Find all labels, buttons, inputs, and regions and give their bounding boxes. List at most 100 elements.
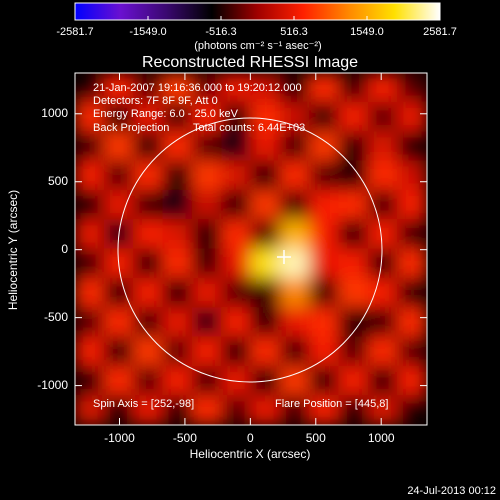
y-tick-label: 0 — [61, 242, 68, 256]
heatmap-cell — [338, 307, 369, 338]
x-tick-label: -1000 — [104, 431, 135, 445]
y-tick-label: -500 — [44, 310, 68, 324]
heatmap-cell — [367, 73, 399, 103]
colorbar-tick-label: -2581.7 — [56, 26, 93, 38]
heatmap-cell — [221, 189, 252, 221]
colorbar-tick-label: -516.3 — [205, 26, 236, 38]
heatmap-cell — [133, 101, 164, 133]
heatmap-cell — [162, 189, 193, 221]
heatmap-cell — [279, 248, 311, 279]
heatmap-cell — [397, 307, 427, 338]
heatmap-cell — [279, 365, 311, 397]
spin-axis-label: Spin Axis = [252,-98] — [93, 398, 194, 410]
heatmap-cell — [75, 73, 105, 103]
flare-position-label: Flare Position = [445,8] — [275, 398, 388, 410]
heatmap-cell — [75, 395, 105, 425]
heatmap-cell — [133, 307, 164, 338]
heatmap-cell — [191, 395, 223, 425]
heatmap-cell — [397, 219, 427, 250]
heatmap-cell — [279, 336, 311, 367]
heatmap-cell — [250, 101, 281, 133]
heatmap-cell — [103, 307, 135, 338]
heatmap-cell — [367, 219, 399, 250]
colorbar-tick-label: 2581.7 — [423, 26, 457, 38]
y-tick-label: 1000 — [41, 106, 68, 120]
heatmap-cell — [279, 189, 311, 221]
heatmap-cell — [250, 189, 281, 221]
heatmap-cell — [221, 248, 252, 279]
heatmap-cell — [338, 248, 369, 279]
heatmap-cell — [309, 101, 340, 133]
heatmap-cell — [279, 395, 311, 425]
heatmap-cell — [338, 277, 369, 309]
heatmap-cell — [133, 189, 164, 221]
heatmap-cell — [162, 395, 193, 425]
x-tick-label: 0 — [247, 431, 254, 445]
heatmap-cell — [397, 395, 427, 425]
heatmap-cell — [367, 160, 399, 191]
heatmap-cell — [191, 160, 223, 191]
heatmap-cell — [279, 101, 311, 133]
heatmap-cell — [191, 219, 223, 250]
footer-date: 24-Jul-2013 00:12 — [407, 485, 496, 497]
heatmap-cell — [191, 248, 223, 279]
heatmap-cell — [250, 248, 281, 279]
heatmap-cell — [250, 277, 281, 309]
heatmap-cell — [367, 365, 399, 397]
heatmap-cell — [397, 73, 427, 103]
heatmap-cell — [162, 336, 193, 367]
heatmap-cell — [250, 307, 281, 338]
heatmap-cell — [309, 219, 340, 250]
heatmap-cell — [162, 365, 193, 397]
heatmap-cell — [338, 395, 369, 425]
heatmap-cell — [367, 101, 399, 133]
annotation: Detectors: 7F 8F 9F, Att 0 — [93, 95, 218, 107]
heatmap-cell — [367, 277, 399, 309]
heatmap-cell — [133, 131, 164, 162]
heatmap-cell — [75, 189, 105, 221]
heatmap-cell — [103, 365, 135, 397]
heatmap-cell — [162, 101, 193, 133]
heatmap-cell — [309, 277, 340, 309]
plot-frame — [74, 72, 428, 426]
annotation: 21-Jan-2007 19:16:36.000 to 19:20:12.000 — [93, 82, 302, 94]
heatmap-cell — [250, 160, 281, 191]
heatmap-cell — [191, 189, 223, 221]
heatmap-cell — [279, 277, 311, 309]
colorbar — [74, 2, 441, 21]
annotation: Total counts: 6.44E+03 — [193, 122, 305, 134]
heatmap-cell — [191, 307, 223, 338]
y-axis-label: Heliocentric Y (arcsec) — [6, 190, 20, 310]
heatmap-cell — [338, 160, 369, 191]
heatmap-cell — [397, 277, 427, 309]
heatmap-cell — [162, 277, 193, 309]
heatmap-cell — [191, 277, 223, 309]
heatmap-cell — [221, 131, 252, 162]
heatmap-cell — [75, 101, 105, 133]
heatmap-cell — [221, 395, 252, 425]
heatmap-cell — [162, 160, 193, 191]
x-tick-label: 500 — [306, 431, 326, 445]
heatmap-cell — [397, 131, 427, 162]
annotation: Energy Range: 6.0 - 25.0 keV — [93, 108, 239, 120]
heatmap-cell — [338, 365, 369, 397]
heatmap-cell — [75, 277, 105, 309]
heatmap-cell — [221, 277, 252, 309]
heatmap-cell — [191, 73, 223, 103]
heatmap-cell — [279, 160, 311, 191]
heatmap-cell — [309, 73, 340, 103]
heatmap-cell — [133, 395, 164, 425]
heatmap-cell — [397, 160, 427, 191]
heatmap-cell — [309, 307, 340, 338]
heatmap-cell — [338, 219, 369, 250]
heatmap-cell — [103, 160, 135, 191]
heatmap-cell — [162, 219, 193, 250]
heatmap-cell — [250, 395, 281, 425]
heatmap-cell — [309, 189, 340, 221]
heatmap-cell — [367, 189, 399, 221]
heatmap-cell — [191, 336, 223, 367]
solar-limb — [117, 117, 383, 383]
heatmap-cell — [279, 131, 311, 162]
y-tick-label: 500 — [48, 174, 68, 188]
heatmap-cell — [133, 73, 164, 103]
